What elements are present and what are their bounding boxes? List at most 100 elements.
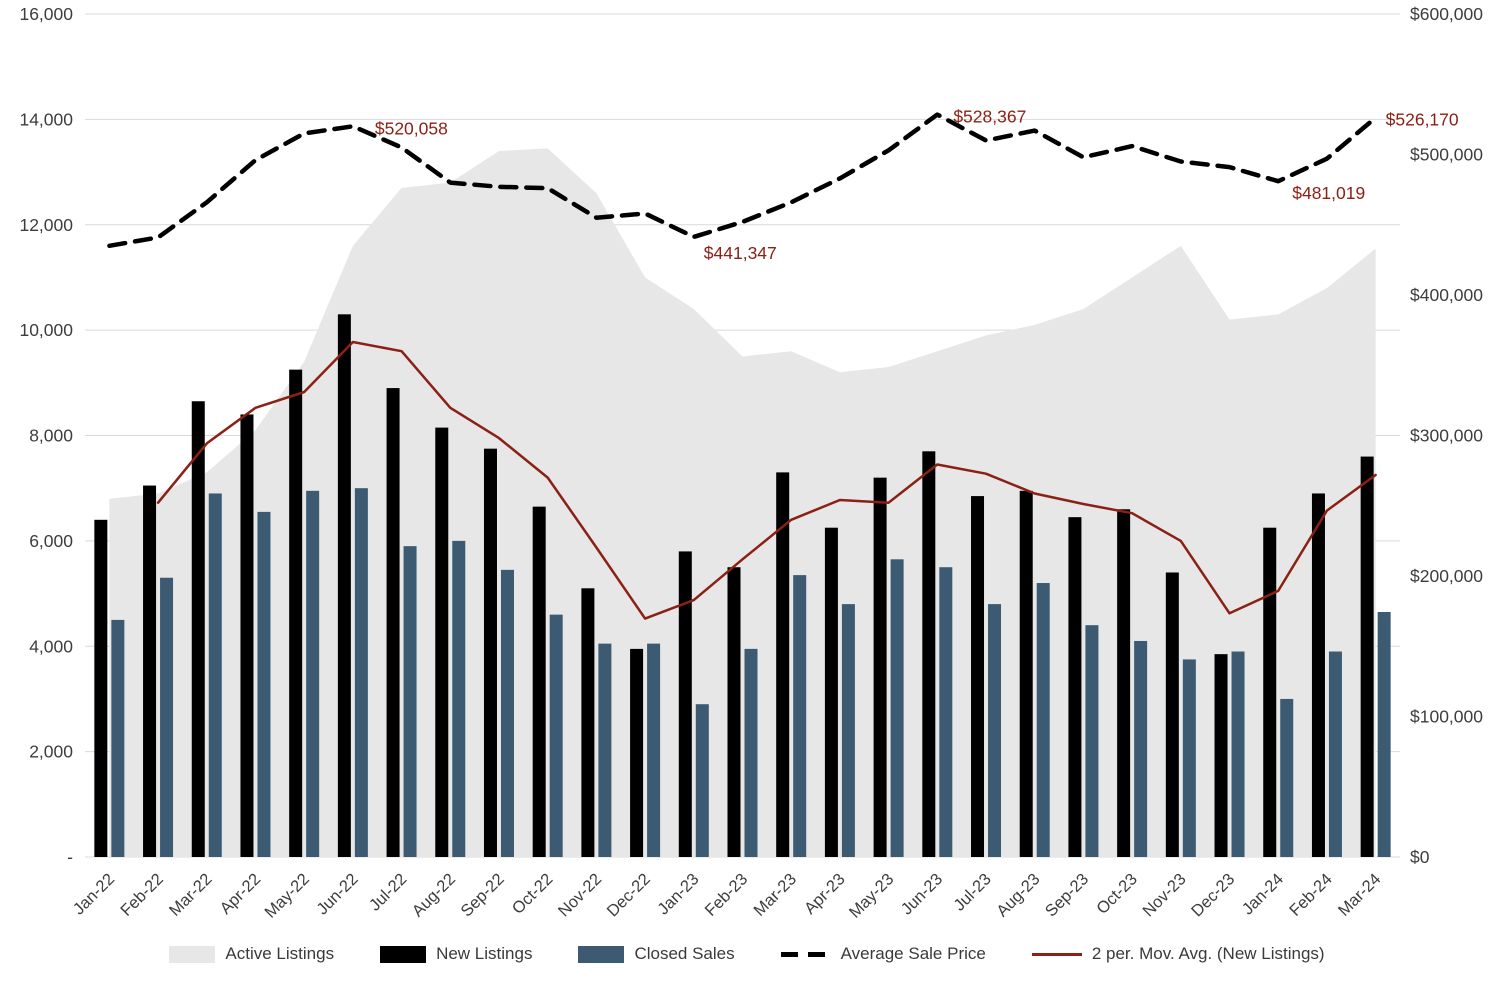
x-axis-label: Nov-22 [555, 870, 605, 920]
new-listings-bar [1165, 572, 1179, 857]
price-annotation: $528,367 [953, 107, 1026, 127]
x-axis-label: Aug-23 [993, 870, 1043, 920]
new-listings-bar [240, 414, 254, 857]
price-annotation: $481,019 [1292, 183, 1365, 203]
legend-label-average-sale-price: Average Sale Price [840, 944, 986, 963]
left-axis-tick-label: 16,000 [19, 4, 73, 24]
closed-sales-bar [1328, 651, 1342, 857]
new-listings-bar [873, 477, 887, 857]
market-trends-combo-chart: - 2,000 4,000 6,000 8,000 10,000 12,000 14,000 1… [19, 4, 1483, 922]
closed-sales-bar [598, 643, 612, 857]
closed-sales-bar [354, 488, 368, 857]
new-listings-bar [483, 448, 497, 857]
new-listings-bar [1068, 517, 1082, 857]
new-listings-bar [776, 472, 790, 857]
average-sale-price-line [107, 112, 1378, 249]
closed-sales-bar [841, 604, 855, 857]
legend-item-average-sale-price: Average Sale Price [780, 944, 986, 964]
x-axis-label: Apr-23 [801, 870, 849, 918]
new-listings-bar [922, 451, 936, 857]
new-listings-bar [1214, 654, 1228, 857]
left-axis-tick-label: 4,000 [29, 636, 73, 656]
closed-sales-bar [939, 567, 953, 857]
legend-label-new-listings: New Listings [436, 944, 533, 963]
legend-item-active-listings: Active Listings [169, 944, 334, 964]
x-axis-label: Jul-22 [366, 870, 411, 915]
x-axis-label: Jan-24 [1239, 870, 1287, 918]
x-axis-label: Dec-23 [1188, 870, 1238, 920]
closed-sales-bar [1036, 583, 1050, 857]
x-axis-label: Jan-23 [654, 870, 702, 918]
average-sale-price-swatch [780, 951, 831, 957]
closed-sales-bar [793, 575, 807, 857]
price-annotation: $441,347 [704, 243, 777, 263]
closed-sales-bar [1134, 640, 1148, 857]
x-axis-label: Aug-22 [409, 870, 459, 920]
legend-label-active-listings: Active Listings [225, 944, 335, 963]
active-listings-area [109, 148, 1376, 857]
closed-sales-bar [1231, 651, 1245, 857]
new-listings-bar [971, 496, 985, 857]
left-axis-tick-label: 14,000 [19, 109, 73, 129]
x-axis-label: Feb-24 [1286, 870, 1336, 920]
new-listings-bar [727, 567, 741, 857]
new-listings-bar [1117, 509, 1131, 857]
x-axis-label: Mar-23 [750, 870, 800, 920]
new-listings-bar [532, 506, 546, 857]
x-axis-label: May-23 [846, 870, 898, 922]
price-annotation: $526,170 [1386, 110, 1459, 130]
new-listings-bar [191, 401, 205, 857]
closed-sales-bar [257, 511, 271, 857]
x-axis-label: Mar-24 [1335, 870, 1385, 920]
closed-sales-bar [208, 493, 222, 857]
moving-average-line [156, 340, 1377, 620]
right-axis-tick-label: $400,000 [1410, 285, 1483, 305]
x-axis-label: Feb-23 [702, 870, 752, 920]
new-listings-bar [824, 527, 838, 857]
closed-sales-bar [647, 643, 661, 857]
x-axis-label: Jun-23 [898, 870, 946, 918]
legend-label-closed-sales: Closed Sales [634, 944, 735, 963]
left-axis-tick-label: 6,000 [29, 531, 73, 551]
right-axis-tick-label: $0 [1410, 847, 1430, 867]
right-axis-tick-label: $100,000 [1410, 707, 1483, 727]
closed-sales-bar [1085, 625, 1099, 857]
left-axis-tick-label: 10,000 [19, 320, 73, 340]
closed-sales-bar [988, 604, 1002, 857]
new-listings-bar [386, 388, 400, 857]
new-listings-bar [678, 551, 692, 857]
closed-sales-bar [695, 704, 709, 857]
new-listings-bar [143, 485, 157, 857]
closed-sales-bar [403, 546, 417, 857]
new-listings-bar [94, 519, 108, 857]
right-axis-tick-label: $500,000 [1410, 145, 1483, 165]
closed-sales-bar [549, 614, 563, 857]
price-annotation: $520,058 [375, 118, 448, 138]
closed-sales-bar [500, 569, 514, 857]
x-axis-label: Sep-23 [1042, 870, 1092, 920]
x-axis-label: Mar-22 [166, 870, 216, 920]
x-axis-label: Jan-22 [70, 870, 118, 918]
closed-sales-bar [452, 540, 466, 857]
closed-sales-bar [1280, 698, 1294, 857]
closed-sales-bar [306, 490, 320, 857]
new-listings-bar [1360, 456, 1374, 857]
x-axis-label: Oct-22 [509, 870, 557, 918]
x-axis-label: Dec-22 [604, 870, 654, 920]
legend-item-closed-sales: Closed Sales [578, 944, 735, 964]
new-listings-bar [581, 588, 595, 857]
new-listings-bar [435, 427, 449, 857]
x-axis-label: Feb-22 [117, 870, 167, 920]
right-axis-tick-label: $600,000 [1410, 4, 1483, 24]
chart-legend: Active Listings New Listings Closed Sale… [0, 944, 1494, 964]
left-axis-tick-label: - [67, 847, 73, 867]
legend-label-moving-average: 2 per. Mov. Avg. (New Listings) [1091, 944, 1325, 963]
left-axis-tick-label: 2,000 [29, 742, 73, 762]
active-listings-swatch [169, 945, 216, 963]
closed-sales-bar [160, 577, 174, 857]
x-axis-label: Nov-23 [1139, 870, 1189, 920]
new-listings-bar [337, 314, 351, 858]
closed-sales-bar [1377, 612, 1391, 857]
right-axis-tick-label: $300,000 [1410, 426, 1483, 446]
legend-item-moving-average: 2 per. Mov. Avg. (New Listings) [1031, 944, 1325, 964]
